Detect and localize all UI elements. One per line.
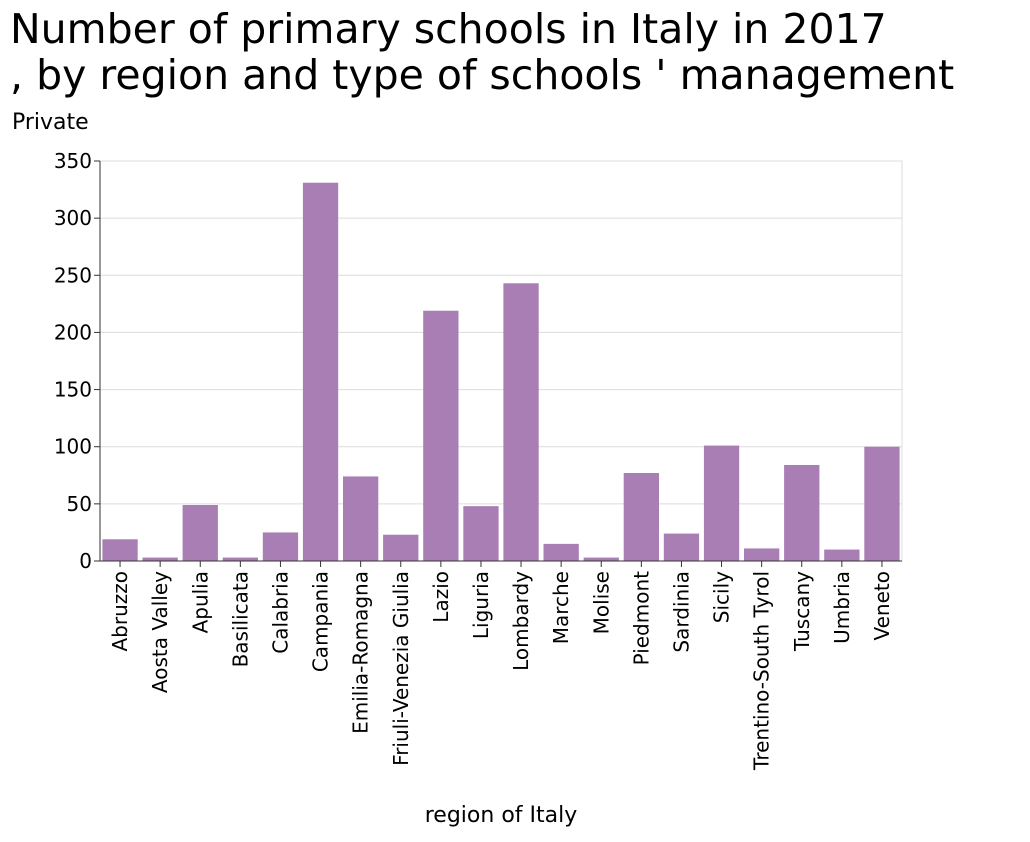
bar bbox=[463, 506, 499, 561]
x-tick-label: Apulia bbox=[188, 571, 212, 633]
x-tick-label: Calabria bbox=[268, 571, 292, 654]
bar bbox=[663, 533, 700, 561]
x-tick-label: Molise bbox=[589, 571, 613, 634]
y-tick-labels: 0 50 100 150 200 250 300 350 bbox=[54, 149, 92, 573]
axes bbox=[94, 160, 902, 567]
x-tick-label: Campania bbox=[309, 571, 333, 672]
y-tick-label: 350 bbox=[54, 149, 92, 173]
x-tick-label: Aosta Valley bbox=[148, 571, 172, 693]
chart-title: Number of primary schools in Italy in 20… bbox=[10, 5, 955, 99]
x-tick-label: Umbria bbox=[830, 571, 854, 644]
y-tick-label: 100 bbox=[54, 435, 92, 459]
y-tick-label: 250 bbox=[54, 263, 92, 287]
x-tick-label: Emilia-Romagna bbox=[349, 571, 373, 734]
y-tick-label: 50 bbox=[67, 492, 92, 516]
y-tick-label: 0 bbox=[79, 549, 92, 573]
x-tick-label: Marche bbox=[549, 571, 573, 644]
x-tick-label: Friuli-Venezia Giulia bbox=[389, 571, 413, 766]
bar bbox=[623, 473, 659, 561]
y-tick-label: 200 bbox=[54, 320, 92, 344]
bar bbox=[182, 505, 218, 561]
bar bbox=[142, 557, 178, 561]
bar bbox=[423, 310, 459, 561]
x-tick-label: Lombardy bbox=[509, 571, 533, 671]
x-tick-label: Sardinia bbox=[669, 571, 693, 653]
x-tick-label: Veneto bbox=[870, 571, 894, 641]
bar bbox=[864, 446, 900, 561]
y-axis-label: Private bbox=[12, 110, 89, 135]
bar bbox=[744, 548, 780, 561]
x-tick-label: Basilicata bbox=[228, 571, 252, 667]
bars bbox=[102, 182, 900, 561]
x-tick-label: Piedmont bbox=[629, 571, 653, 666]
x-tick-label: Lazio bbox=[429, 571, 453, 623]
bar bbox=[222, 557, 258, 561]
bar bbox=[503, 283, 539, 561]
bar bbox=[383, 534, 419, 561]
y-tick-label: 150 bbox=[54, 378, 92, 402]
bar bbox=[102, 539, 138, 561]
x-tick-label: Tuscany bbox=[790, 571, 814, 652]
x-axis-label: region of Italy bbox=[424, 803, 578, 828]
bar bbox=[262, 532, 299, 561]
x-tick-label: Abruzzo bbox=[108, 571, 132, 652]
bar bbox=[703, 445, 740, 561]
y-tick-label: 300 bbox=[54, 206, 92, 230]
bar bbox=[824, 549, 860, 561]
bar bbox=[543, 543, 579, 561]
bar bbox=[583, 557, 619, 561]
bar bbox=[343, 476, 379, 561]
grid-lines bbox=[99, 160, 903, 562]
plot-frame bbox=[99, 160, 903, 562]
bar bbox=[784, 465, 820, 561]
x-tick-label: Sicily bbox=[710, 571, 734, 623]
x-tick-label: Trentino-South Tyrol bbox=[750, 571, 774, 771]
x-tick-label: Liguria bbox=[469, 571, 493, 639]
bar bbox=[302, 182, 339, 561]
x-tick-labels: Abruzzo Aosta Valley Apulia Basilicata Calab… bbox=[108, 571, 894, 771]
